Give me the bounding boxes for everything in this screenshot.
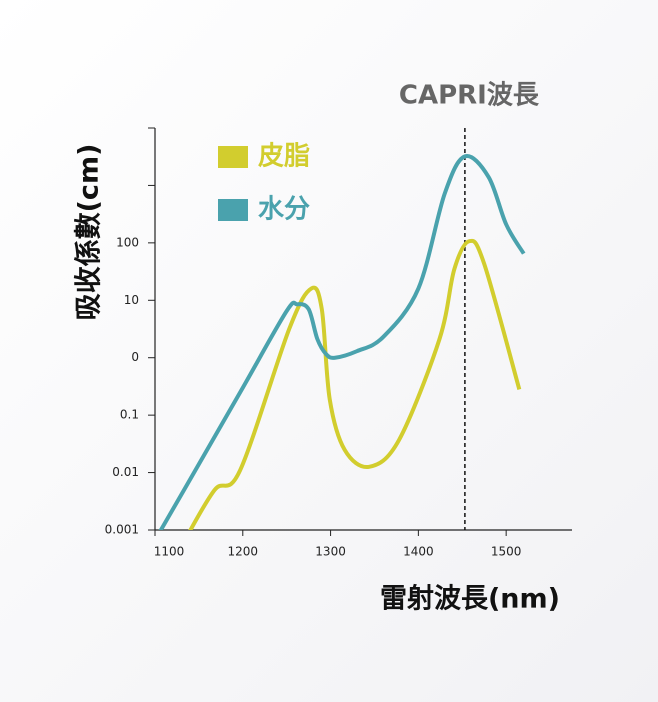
legend-label: 皮脂 xyxy=(258,142,310,172)
legend-swatch xyxy=(218,199,248,221)
annotation-label: CAPRI波長 xyxy=(399,81,540,111)
x-tick-label: 1400 xyxy=(403,545,434,559)
y-axis-label: 吸收係數(cm) xyxy=(74,144,105,321)
legend-swatch xyxy=(218,146,248,168)
series-line xyxy=(188,238,522,530)
series-line xyxy=(158,154,526,530)
y-tick-label: 0.1 xyxy=(120,408,139,422)
x-axis-label: 雷射波長(nm) xyxy=(380,584,560,615)
plot-area xyxy=(158,154,526,530)
x-tick-label: 1100 xyxy=(154,545,185,559)
y-tick-label: 0.001 xyxy=(105,523,139,537)
legend-label: 水分 xyxy=(258,195,310,225)
x-tick-label: 1200 xyxy=(228,545,259,559)
x-tick-label: 1500 xyxy=(491,545,522,559)
x-tick-label: 1300 xyxy=(315,545,346,559)
y-tick-label: 0 xyxy=(131,350,139,364)
y-tick-label: 0.01 xyxy=(112,465,139,479)
y-tick-label: 100 xyxy=(116,235,139,249)
y-tick-label: 10 xyxy=(124,293,139,307)
